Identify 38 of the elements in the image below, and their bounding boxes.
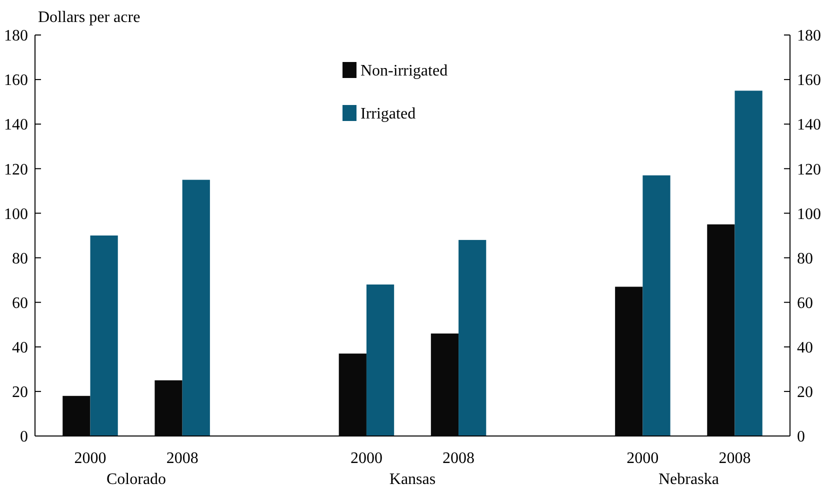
text: Nebraska [658, 471, 719, 488]
text: Kansas [389, 471, 436, 488]
y-tick-label: 120 [4, 161, 28, 178]
y-tick-label: 0 [20, 428, 28, 446]
bar [182, 180, 210, 436]
x-tick-label: 2008 [442, 450, 475, 467]
y-tick-label: 100 [4, 206, 28, 223]
y-tick-label: 160 [4, 72, 28, 90]
y2-tick-label: 100 [797, 206, 821, 223]
bar [90, 236, 118, 436]
y2-tick-label: 160 [797, 72, 821, 90]
text: Colorado [106, 471, 166, 488]
bar [734, 90, 762, 436]
legend-label: Non-irrigated [360, 62, 448, 80]
y-axis-title: Dollars per acre [38, 9, 140, 26]
x-tick-label: 2000 [626, 450, 659, 467]
legend-label: Irrigated [360, 106, 416, 123]
x-tick-label: 2008 [718, 450, 751, 467]
y-tick-label: 180 [4, 28, 28, 45]
x-tick-label: 2008 [166, 450, 198, 467]
y2-tick-label: 80 [797, 250, 813, 268]
y2-tick-label: 0 [797, 428, 805, 446]
x-tick-label: 2000 [350, 450, 382, 467]
y-tick-label: 140 [4, 116, 28, 134]
bar [642, 175, 670, 436]
y-tick-label: 60 [12, 294, 28, 312]
x-tick-label: 2000 [74, 450, 106, 467]
y2-tick-label: 20 [797, 384, 813, 402]
y2-tick-label: 40 [797, 339, 813, 356]
y-tick-label: 80 [12, 250, 28, 268]
bar [366, 284, 394, 436]
y2-tick-label: 60 [797, 294, 813, 312]
y2-tick-label: 140 [797, 116, 821, 134]
y-tick-label: 20 [12, 384, 28, 402]
y-tick-label: 40 [12, 339, 28, 356]
y2-tick-label: 180 [797, 28, 821, 45]
y2-tick-label: 120 [797, 161, 821, 178]
bar [458, 240, 486, 436]
